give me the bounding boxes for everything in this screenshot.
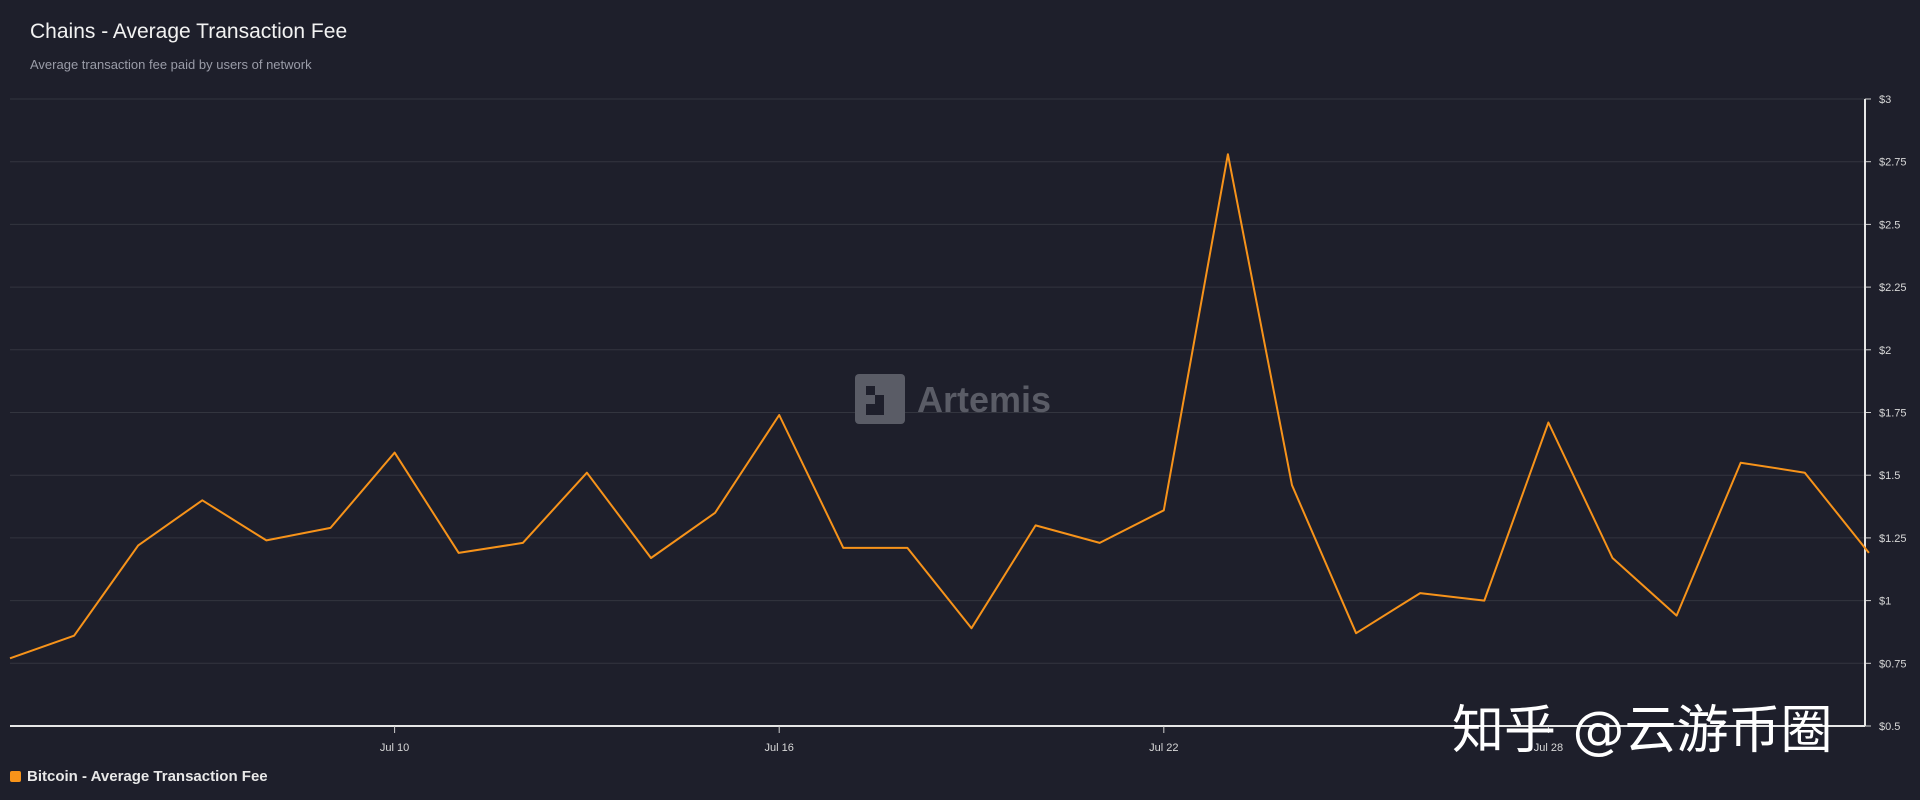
y-tick-label: $0.5 [1879, 721, 1900, 733]
x-tick-label: Jul 16 [765, 742, 794, 754]
logo-block-3 [866, 404, 875, 415]
data-point[interactable] [1351, 628, 1361, 638]
data-point[interactable] [133, 540, 143, 550]
data-point[interactable] [1672, 611, 1682, 621]
data-point[interactable] [902, 543, 912, 553]
y-axis-ticks: $3 $2.75 $2.5 $2.25 $2 $1.75 $1.5 $1.25 $1 $0.75 $… [1864, 94, 1907, 733]
data-point[interactable] [1543, 418, 1553, 428]
data-point[interactable] [967, 623, 977, 633]
data-point[interactable] [1608, 553, 1618, 563]
data-point[interactable] [1223, 149, 1233, 159]
y-tick-label: $1.5 [1879, 470, 1900, 482]
logo-block-1 [866, 386, 875, 395]
data-point[interactable] [646, 553, 656, 563]
data-point[interactable] [1031, 520, 1041, 530]
data-point[interactable] [261, 535, 271, 545]
y-tick-label: $1.75 [1879, 408, 1907, 420]
series-group [5, 149, 1874, 663]
y-tick-label: $2.25 [1879, 282, 1907, 294]
chart-title: Chains - Average Transaction Fee [30, 20, 348, 43]
artemis-logo: Artemis [855, 374, 1051, 424]
x-tick-label: Jul 28 [1534, 742, 1563, 754]
legend-label: Bitcoin - Average Transaction Fee [27, 768, 268, 785]
data-point[interactable] [69, 631, 79, 641]
legend-swatch [10, 771, 21, 782]
data-point[interactable] [710, 508, 720, 518]
data-point[interactable] [454, 548, 464, 558]
data-point[interactable] [1736, 458, 1746, 468]
x-tick-label: Jul 22 [1149, 742, 1178, 754]
data-point[interactable] [1479, 596, 1489, 606]
series-line[interactable] [9, 153, 1870, 660]
data-point[interactable] [1287, 480, 1297, 490]
y-tick-label: $0.75 [1879, 658, 1907, 670]
data-point[interactable] [1800, 468, 1810, 478]
y-tick-label: $1.25 [1879, 533, 1907, 545]
y-tick-label: $2 [1879, 345, 1891, 357]
data-point[interactable] [1095, 538, 1105, 548]
x-axis-ticks: Jul 10 Jul 16 Jul 22 Jul 28 [380, 726, 1563, 754]
data-point[interactable] [1159, 505, 1169, 515]
x-tick-label: Jul 10 [380, 742, 409, 754]
y-tick-label: $1 [1879, 596, 1891, 608]
data-point[interactable] [197, 495, 207, 505]
y-tick-label: $2.75 [1879, 157, 1907, 169]
data-point[interactable] [1415, 588, 1425, 598]
logo-block-2 [875, 395, 884, 415]
data-point[interactable] [774, 410, 784, 420]
legend[interactable]: Bitcoin - Average Transaction Fee [10, 768, 268, 785]
y-tick-label: $2.5 [1879, 219, 1900, 231]
data-point[interactable] [518, 538, 528, 548]
data-point[interactable] [390, 448, 400, 458]
data-point[interactable] [838, 543, 848, 553]
chart-subtitle: Average transaction fee paid by users of… [30, 57, 312, 72]
data-point[interactable] [326, 523, 336, 533]
grid-lines [10, 98, 1865, 727]
artemis-logo-text: Artemis [917, 379, 1051, 420]
data-point[interactable] [582, 468, 592, 478]
data-point[interactable] [1864, 548, 1874, 558]
watermark: 知乎 @云游币圈 [1452, 701, 1833, 761]
data-point[interactable] [5, 653, 15, 663]
y-tick-label: $3 [1879, 94, 1891, 106]
